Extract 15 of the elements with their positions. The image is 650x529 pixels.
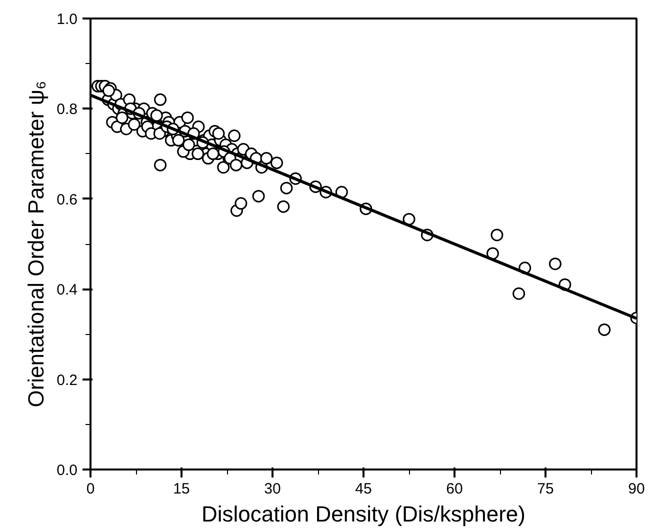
x-tick-label: 60 <box>446 480 463 498</box>
y-tick-label: 0.4 <box>56 282 78 299</box>
x-tick-label: 30 <box>264 480 281 498</box>
y-tick-label: 0.8 <box>56 101 78 118</box>
y-tick-label: 0.0 <box>56 462 78 479</box>
y-tick-label: 0.6 <box>56 191 78 208</box>
x-tick-label: 90 <box>628 480 645 498</box>
x-tick-label: 15 <box>173 480 190 498</box>
y-tick-label: 0.2 <box>56 372 78 389</box>
x-tick-label: 75 <box>537 480 554 498</box>
x-tick-label: 0 <box>86 480 95 498</box>
x-axis-title: Dislocation Density (Dis/ksphere) <box>202 502 526 526</box>
x-tick-label: 45 <box>355 480 372 498</box>
y-axis-title: Orientational Order Parameter ψ₆ <box>24 80 49 408</box>
y-tick-label: 1.0 <box>56 11 78 28</box>
